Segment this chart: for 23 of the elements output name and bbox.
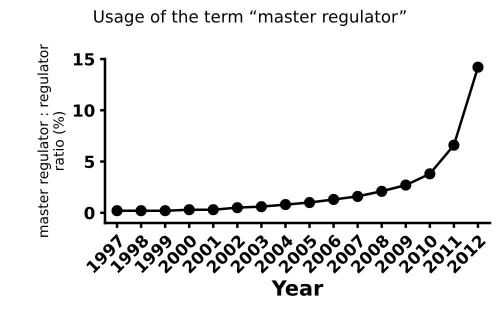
point [160, 205, 171, 216]
point [208, 204, 219, 216]
point [111, 205, 123, 216]
point [280, 199, 292, 210]
y-axis-title: master regulator : regulator ratio (%) [38, 44, 66, 237]
point [448, 140, 460, 151]
y-tick-label: 5 [84, 156, 94, 168]
point [304, 196, 316, 208]
point [376, 186, 388, 197]
y-tick-label: 0 [84, 206, 94, 220]
point [184, 204, 195, 216]
point [424, 168, 436, 180]
chart-title: Usage of the term “master regulator” [94, 10, 406, 26]
x-axis-title: Year [271, 280, 324, 296]
point [256, 201, 267, 212]
point [400, 180, 412, 191]
point [472, 62, 484, 73]
point [328, 194, 340, 206]
point [352, 190, 364, 202]
point [136, 205, 147, 216]
point [232, 202, 243, 214]
y-tick-label: 10 [74, 104, 94, 117]
y-tick-label: 15 [74, 53, 94, 66]
